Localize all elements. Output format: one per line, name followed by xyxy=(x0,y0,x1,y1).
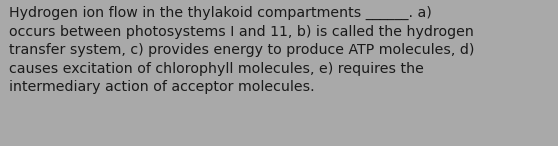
Text: Hydrogen ion flow in the thylakoid compartments ______. a)
occurs between photos: Hydrogen ion flow in the thylakoid compa… xyxy=(9,6,474,94)
